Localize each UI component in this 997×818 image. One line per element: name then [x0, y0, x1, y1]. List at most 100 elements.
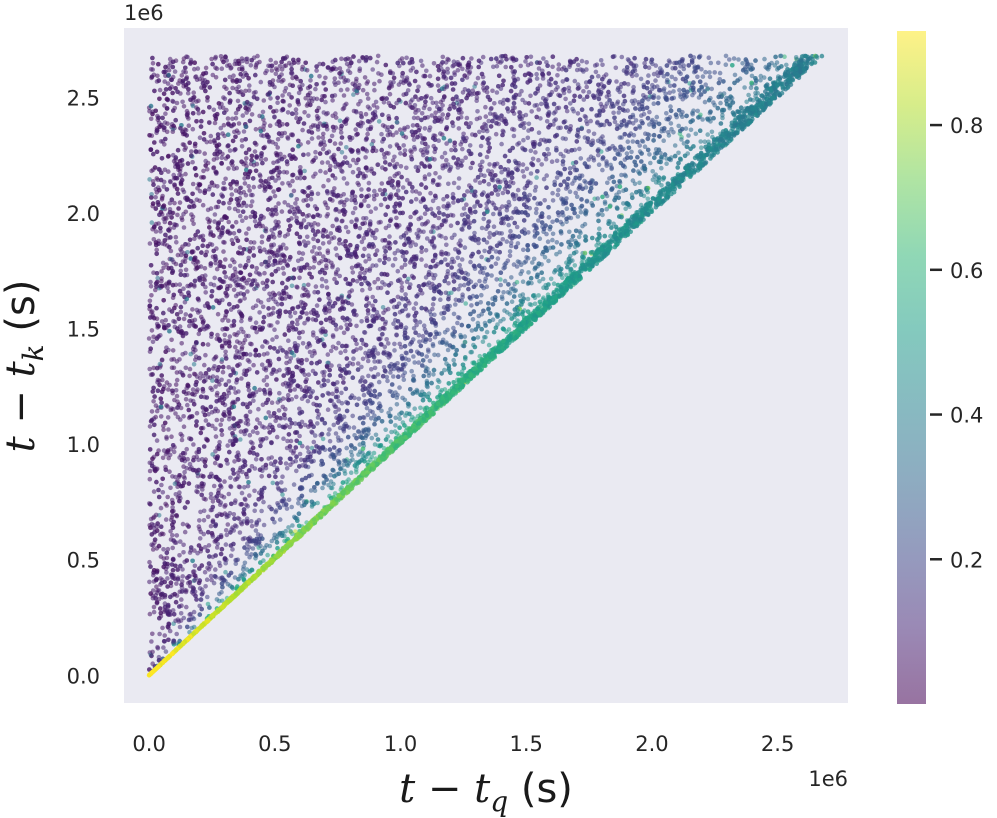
scatter-point: [491, 232, 497, 237]
scatter-point: [387, 234, 392, 239]
scatter-point: [373, 206, 379, 211]
scatter-point: [448, 223, 454, 228]
scatter-point: [209, 56, 214, 62]
scatter-point: [409, 149, 414, 155]
scatter-point: [484, 329, 490, 335]
scatter-point: [197, 518, 202, 523]
scatter-point: [419, 257, 424, 262]
scatter-point: [419, 111, 425, 116]
scatter-point: [645, 196, 651, 202]
scatter-point: [419, 249, 424, 255]
scatter-point: [360, 356, 366, 362]
scatter-point: [178, 405, 184, 411]
scatter-point: [270, 337, 275, 342]
scatter-point: [261, 522, 267, 528]
scatter-point: [264, 374, 270, 380]
scatter-point: [353, 127, 359, 132]
scatter-point: [308, 196, 314, 202]
scatter-point: [532, 188, 538, 193]
scatter-point: [469, 328, 475, 333]
scatter-point: [456, 185, 461, 191]
scatter-point: [174, 377, 180, 383]
scatter-point: [333, 82, 338, 87]
scatter-point: [699, 145, 704, 150]
scatter-point: [441, 315, 446, 321]
scatter-point: [273, 459, 278, 464]
scatter-point: [511, 133, 517, 139]
scatter-point: [431, 296, 436, 302]
scatter-point: [487, 162, 492, 167]
scatter-point: [467, 143, 473, 148]
scatter-point: [210, 423, 215, 429]
scatter-point: [640, 139, 646, 144]
scatter-point: [545, 239, 551, 244]
scatter-point: [433, 171, 438, 176]
scatter-point: [308, 78, 313, 83]
scatter-point: [247, 493, 252, 498]
scatter-point: [282, 200, 288, 205]
scatter-point: [475, 75, 481, 81]
scatter-point: [397, 416, 403, 422]
scatter-point: [310, 249, 315, 254]
scatter-point: [387, 388, 393, 394]
scatter-point: [616, 110, 621, 115]
scatter-point: [383, 427, 389, 433]
scatter-point: [286, 497, 292, 503]
scatter-point: [206, 567, 212, 572]
scatter-point: [221, 249, 226, 254]
scatter-point: [305, 398, 311, 404]
scatter-point: [554, 251, 559, 257]
scatter-point: [163, 111, 168, 116]
scatter-point: [372, 87, 377, 93]
scatter-point: [183, 171, 188, 177]
scatter-point: [267, 255, 273, 260]
scatter-point: [450, 213, 456, 218]
scatter-point: [147, 579, 152, 585]
scatter-point: [591, 158, 597, 163]
scatter-point: [345, 87, 350, 92]
scatter-point: [469, 56, 474, 61]
scatter-point: [228, 185, 234, 191]
scatter-point: [276, 201, 281, 206]
scatter-point: [412, 360, 418, 365]
scatter-point: [450, 191, 456, 197]
scatter-point: [494, 63, 500, 69]
scatter-point: [518, 63, 523, 69]
scatter-point: [243, 56, 249, 62]
scatter-point: [211, 165, 217, 170]
scatter-point: [536, 107, 541, 112]
scatter-point: [226, 379, 232, 384]
scatter-point: [276, 291, 282, 296]
scatter-point: [243, 88, 248, 94]
scatter-point: [250, 429, 256, 434]
scatter-point: [201, 168, 206, 174]
scatter-point: [740, 61, 745, 66]
scatter-point: [334, 216, 339, 222]
scatter-point: [311, 245, 317, 250]
scatter-point: [178, 539, 183, 544]
scatter-point: [556, 187, 561, 193]
scatter-point: [163, 517, 169, 522]
scatter-point: [449, 147, 454, 153]
scatter-point: [281, 271, 287, 276]
scatter-point: [331, 422, 337, 428]
scatter-point: [147, 559, 152, 565]
scatter-point: [254, 417, 260, 422]
scatter-point: [299, 67, 305, 72]
scatter-point: [237, 298, 243, 304]
scatter-point: [170, 474, 175, 479]
scatter-point: [444, 141, 449, 146]
scatter-point: [260, 304, 266, 310]
scatter-point: [181, 104, 187, 109]
scatter-point: [555, 192, 561, 198]
scatter-point: [661, 138, 666, 143]
scatter-point: [411, 115, 417, 121]
scatter-point: [478, 143, 484, 149]
scatter-point: [464, 202, 469, 207]
scatter-point: [180, 99, 185, 105]
scatter-point: [293, 107, 299, 112]
scatter-point: [480, 54, 486, 60]
scatter-point: [408, 214, 413, 220]
scatter-point: [248, 214, 254, 220]
scatter-point: [191, 442, 196, 447]
